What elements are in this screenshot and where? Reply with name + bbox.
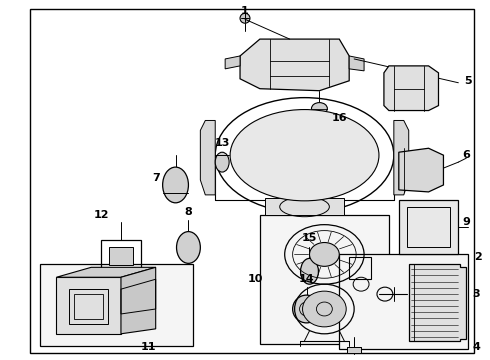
Bar	[339, 255, 468, 349]
Polygon shape	[200, 121, 215, 195]
Ellipse shape	[215, 152, 229, 172]
Bar	[74, 294, 103, 319]
Bar	[40, 264, 194, 346]
Text: 14: 14	[299, 274, 314, 284]
Text: 9: 9	[463, 217, 470, 227]
Text: 2: 2	[474, 252, 482, 262]
Ellipse shape	[176, 231, 200, 264]
Polygon shape	[56, 277, 121, 334]
Polygon shape	[349, 56, 364, 71]
Text: 5: 5	[465, 76, 472, 86]
Bar	[399, 200, 458, 255]
Text: 3: 3	[472, 289, 480, 299]
Ellipse shape	[163, 167, 189, 203]
Bar	[347, 347, 361, 353]
Polygon shape	[240, 39, 349, 91]
Ellipse shape	[230, 109, 379, 201]
Text: 6: 6	[463, 150, 470, 160]
Bar	[349, 257, 371, 279]
Text: 13: 13	[215, 138, 230, 148]
Ellipse shape	[293, 295, 320, 323]
Text: 11: 11	[141, 342, 156, 352]
Text: 7: 7	[152, 173, 160, 183]
Polygon shape	[409, 264, 466, 341]
Polygon shape	[384, 66, 439, 111]
Polygon shape	[225, 56, 240, 69]
Text: 4: 4	[472, 342, 480, 352]
Ellipse shape	[300, 258, 318, 284]
Bar	[101, 239, 141, 271]
Ellipse shape	[302, 291, 346, 327]
Text: 12: 12	[94, 210, 109, 220]
Polygon shape	[265, 198, 344, 215]
Bar	[260, 215, 389, 344]
Polygon shape	[56, 267, 156, 277]
Text: 15: 15	[302, 233, 317, 243]
Text: 10: 10	[247, 274, 263, 284]
Bar	[407, 207, 450, 247]
Ellipse shape	[312, 103, 327, 114]
Polygon shape	[399, 148, 443, 192]
Polygon shape	[121, 267, 156, 334]
Text: 1: 1	[241, 6, 249, 16]
Ellipse shape	[240, 13, 250, 23]
Ellipse shape	[310, 243, 339, 266]
Bar	[109, 247, 133, 265]
Text: 8: 8	[185, 207, 192, 217]
Polygon shape	[394, 121, 409, 195]
Text: 16: 16	[331, 113, 347, 123]
